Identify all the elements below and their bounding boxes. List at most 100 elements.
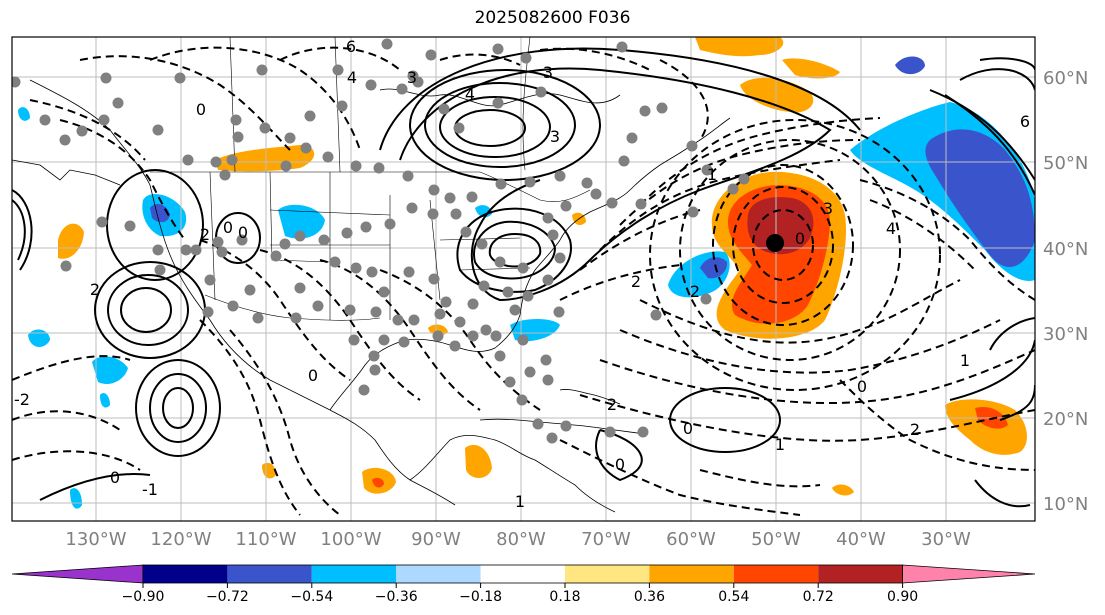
station-dot bbox=[480, 324, 492, 336]
alaska-cool-patch bbox=[18, 107, 30, 121]
lat-label: 60°N bbox=[1043, 68, 1088, 89]
station-dot bbox=[294, 282, 306, 294]
station-dot bbox=[98, 114, 110, 126]
station-dot bbox=[626, 132, 638, 144]
station-dot bbox=[174, 72, 186, 84]
station-dot bbox=[204, 274, 216, 286]
station-dot bbox=[438, 103, 450, 115]
lon-label: 40°W bbox=[836, 529, 886, 550]
north-warm-patch-3 bbox=[782, 58, 840, 79]
colorbar-tick-label: 0.72 bbox=[803, 589, 834, 605]
colorbar-tick-label: 0.90 bbox=[887, 589, 918, 605]
station-dot bbox=[294, 230, 306, 242]
station-dot bbox=[509, 304, 521, 316]
station-dot bbox=[686, 140, 698, 152]
colorbar-tick-label: 0.36 bbox=[634, 589, 665, 605]
central-america-warm-patch bbox=[465, 444, 492, 478]
station-dot bbox=[312, 300, 324, 312]
contour-label: 0 bbox=[238, 223, 248, 242]
colorbar-bin bbox=[311, 565, 397, 583]
station-dot bbox=[687, 206, 699, 218]
station-dot bbox=[368, 350, 380, 362]
station-dot bbox=[366, 266, 378, 278]
lon-label: 120°W bbox=[150, 529, 211, 550]
station-dot bbox=[738, 173, 750, 185]
contour-label: 0 bbox=[683, 419, 693, 438]
colorbar-tick-label: −0.54 bbox=[290, 589, 333, 605]
station-dot bbox=[96, 216, 108, 228]
station-dot bbox=[318, 234, 330, 246]
pacific-cool-patch-4 bbox=[100, 393, 110, 408]
station-dot bbox=[365, 79, 377, 91]
station-dot bbox=[152, 244, 164, 256]
lon-label: 80°W bbox=[496, 529, 546, 550]
station-dot bbox=[406, 202, 418, 214]
contour-label: 4 bbox=[465, 85, 475, 104]
station-dot bbox=[516, 394, 528, 406]
colorbar-tick-label: −0.72 bbox=[206, 589, 249, 605]
solid-contours bbox=[12, 47, 1035, 508]
pacific-cool-patch-3 bbox=[70, 488, 82, 509]
station-dot bbox=[517, 262, 529, 274]
station-dot bbox=[232, 131, 244, 143]
station-dot bbox=[369, 364, 381, 376]
station-dot bbox=[322, 151, 334, 163]
lon-label: 130°W bbox=[65, 529, 126, 550]
contour-label: 4 bbox=[347, 68, 357, 87]
station-dot bbox=[467, 298, 479, 310]
station-dot bbox=[219, 169, 231, 181]
map-title: 2025082600 F036 bbox=[474, 8, 631, 28]
station-dot bbox=[450, 208, 462, 220]
station-dot bbox=[396, 83, 408, 95]
station-dot bbox=[403, 266, 415, 278]
station-dot bbox=[373, 162, 385, 174]
station-dot bbox=[350, 160, 362, 172]
station-dot bbox=[542, 274, 554, 286]
station-dot bbox=[606, 197, 618, 209]
station-dot bbox=[616, 41, 628, 53]
station-dot bbox=[490, 330, 502, 342]
station-dot bbox=[332, 64, 344, 76]
contour-label: -1 bbox=[142, 480, 158, 499]
colorbar-tick-label: −0.36 bbox=[375, 589, 418, 605]
lat-label: 10°N bbox=[1043, 494, 1088, 515]
station-dot bbox=[408, 314, 420, 326]
colorbar-tick-label: 0.54 bbox=[718, 589, 749, 605]
station-dot bbox=[478, 280, 490, 292]
contour-label: 2 bbox=[910, 420, 920, 439]
station-dot bbox=[182, 154, 194, 166]
lat-label: 20°N bbox=[1043, 409, 1088, 430]
lat-label: 40°N bbox=[1043, 239, 1088, 260]
lat-label: 50°N bbox=[1043, 153, 1088, 174]
contour-label: 3 bbox=[543, 63, 553, 82]
station-dot bbox=[344, 304, 356, 316]
station-dot bbox=[39, 114, 51, 126]
colorbar bbox=[11, 564, 1036, 584]
atlantic-cool-patch-core bbox=[700, 257, 728, 279]
station-dot bbox=[520, 52, 532, 64]
contour-label: 0 bbox=[857, 377, 867, 396]
contour-label: 1 bbox=[775, 435, 785, 454]
contour-label: 1 bbox=[707, 165, 717, 184]
station-dot bbox=[700, 293, 712, 305]
station-dot bbox=[244, 284, 256, 296]
station-dot bbox=[492, 97, 504, 109]
atlantic-warm-anomaly-peak bbox=[747, 197, 814, 255]
colorbar-min-extend bbox=[11, 564, 144, 584]
station-dot bbox=[502, 286, 514, 298]
colorbar-tick-label: −0.18 bbox=[459, 589, 502, 605]
station-dot bbox=[216, 246, 228, 258]
station-dot bbox=[425, 49, 437, 61]
station-dot bbox=[637, 426, 649, 438]
contour-label: 2 bbox=[90, 280, 100, 299]
contour-label: 0 bbox=[795, 229, 805, 248]
station-dot bbox=[434, 308, 446, 320]
pacific-warm-patch bbox=[58, 223, 84, 259]
latitude-labels: 60°N 50°N 40°N 30°N 20°N 10°N bbox=[1043, 68, 1088, 515]
lon-label: 100°W bbox=[320, 529, 381, 550]
station-dot bbox=[384, 218, 396, 230]
station-dot bbox=[444, 192, 456, 204]
station-dot bbox=[370, 306, 382, 318]
station-dot bbox=[407, 70, 419, 82]
